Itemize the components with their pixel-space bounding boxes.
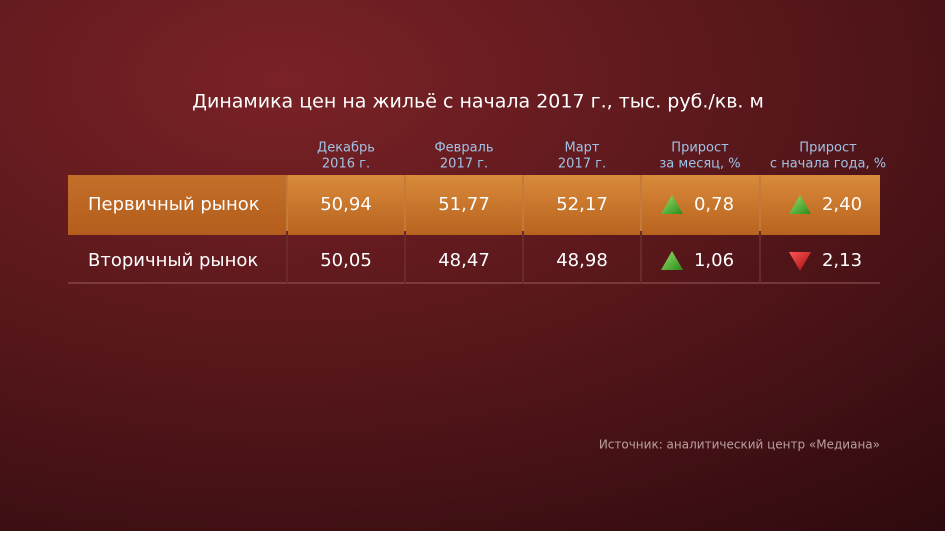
cell-value: 1,06 <box>694 250 734 271</box>
column-header: Март <box>564 141 599 156</box>
cell-value: 52,17 <box>556 194 608 215</box>
column-header: 2016 г. <box>322 157 370 172</box>
column-header: Февраль <box>434 141 493 156</box>
cell-value: 2,40 <box>822 194 862 215</box>
cell-value: 2,13 <box>822 250 862 271</box>
cell-value: 0,78 <box>694 194 734 215</box>
cell-value: 51,77 <box>438 194 490 215</box>
label-cell <box>68 175 287 235</box>
title: Динамика цен на жильё с начала 2017 г., … <box>192 91 764 113</box>
row-label: Вторичный рынок <box>88 250 258 271</box>
cell-value: 50,94 <box>320 194 372 215</box>
column-header: 2017 г. <box>440 157 488 172</box>
trend-arrow <box>789 195 811 214</box>
cell-value: 50,05 <box>320 250 372 271</box>
trend-arrow <box>789 252 811 271</box>
trend-arrow <box>661 251 683 270</box>
source: Источник: аналитический центр «Медиана» <box>599 438 880 452</box>
column-header: Прирост <box>671 141 729 156</box>
column-header: Прирост <box>799 141 857 156</box>
column-header: за месяц, % <box>659 157 740 172</box>
cell-value: 48,98 <box>556 250 608 271</box>
column-header: Декабрь <box>317 141 375 156</box>
column-header: 2017 г. <box>558 157 606 172</box>
column-header: с начала года, % <box>770 157 886 172</box>
cell-value: 48,47 <box>438 250 490 271</box>
row-label: Первичный рынок <box>88 194 260 215</box>
trend-arrow <box>661 195 683 214</box>
